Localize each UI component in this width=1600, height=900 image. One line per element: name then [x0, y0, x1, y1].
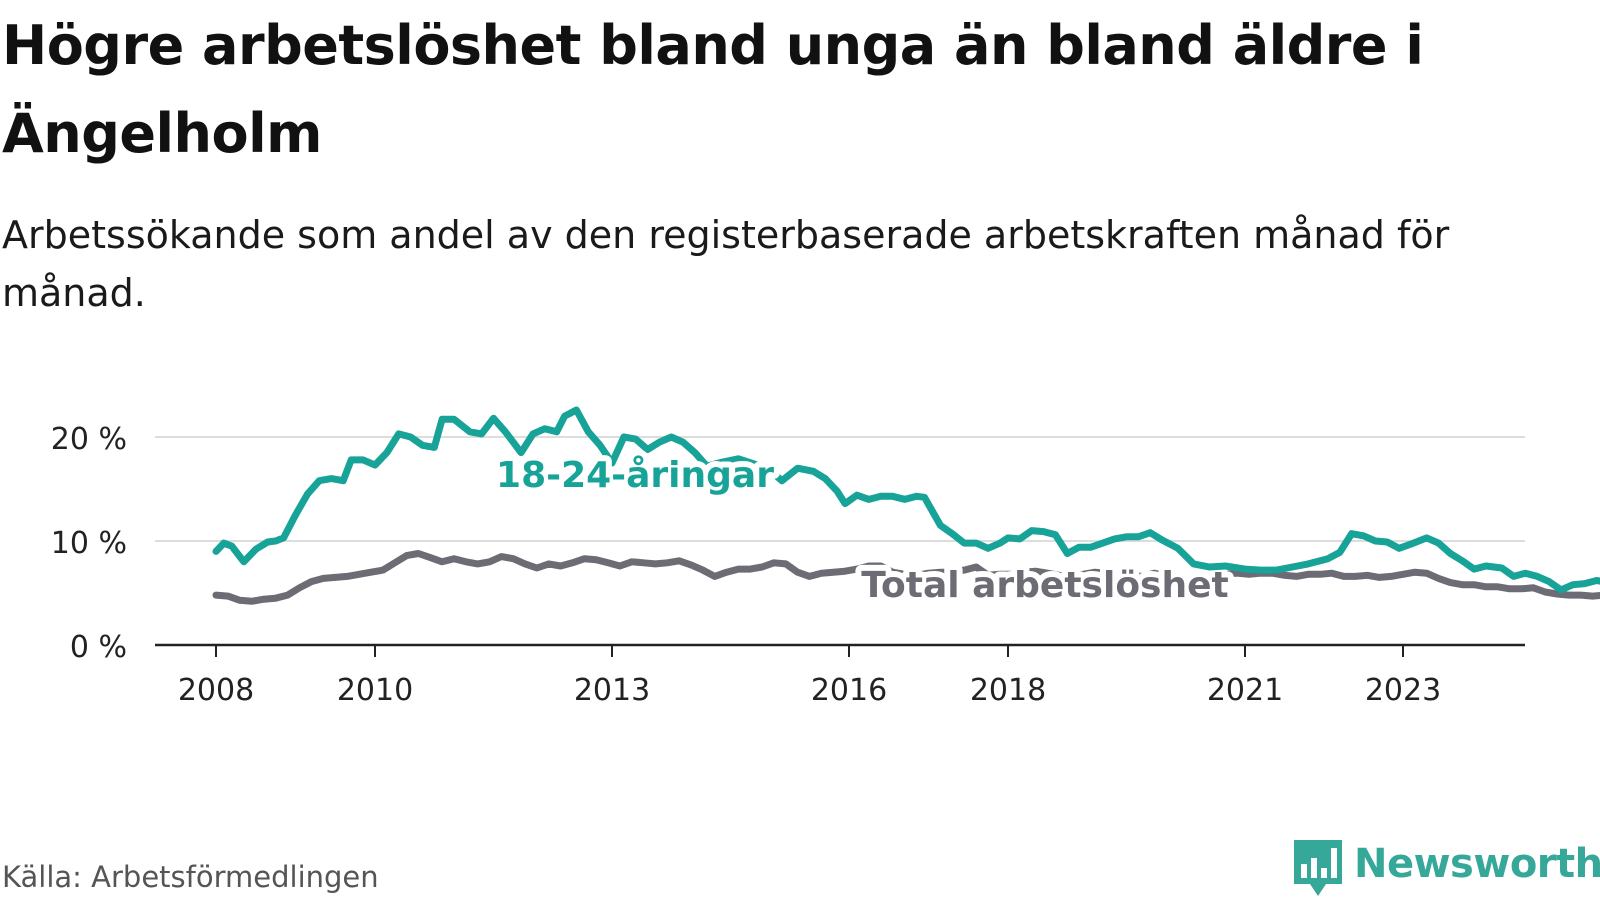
x-tick-label: 2008 [178, 673, 254, 708]
y-tick-label: 10 % [51, 526, 127, 561]
bar-chart-speech-icon [1294, 840, 1342, 896]
series-label-youth: 18-24-åringar [496, 455, 774, 496]
series-label-total: Total arbetslöshet [861, 565, 1229, 606]
x-tick-label: 2010 [337, 673, 413, 708]
logo-text: Newsworthy [1354, 841, 1600, 887]
y-tick-label: 0 % [70, 630, 127, 665]
x-tick-label: 2016 [811, 673, 887, 708]
x-tick-label: 2023 [1365, 673, 1441, 708]
newsworthy-logo: Newsworthy [1292, 838, 1600, 898]
x-tick-label: 2013 [574, 673, 650, 708]
series-line-total [212, 550, 1600, 605]
y-tick-label: 20 % [51, 422, 127, 457]
chart-title: Högre arbetslöshet bland unga än bland ä… [2, 14, 1424, 165]
source-note: Källa: Arbetsförmedlingen [2, 860, 379, 894]
series-line-youth [212, 406, 1600, 594]
x-tick-label: 2018 [970, 673, 1046, 708]
chart-subtitle: Arbetssökande som andel av den registerb… [2, 213, 1450, 315]
x-tick-label: 2021 [1207, 673, 1283, 708]
line-chart: 0 % 10 % 20 % 2008 2010 2013 2016 2018 2021 2023 T… [51, 406, 1600, 708]
